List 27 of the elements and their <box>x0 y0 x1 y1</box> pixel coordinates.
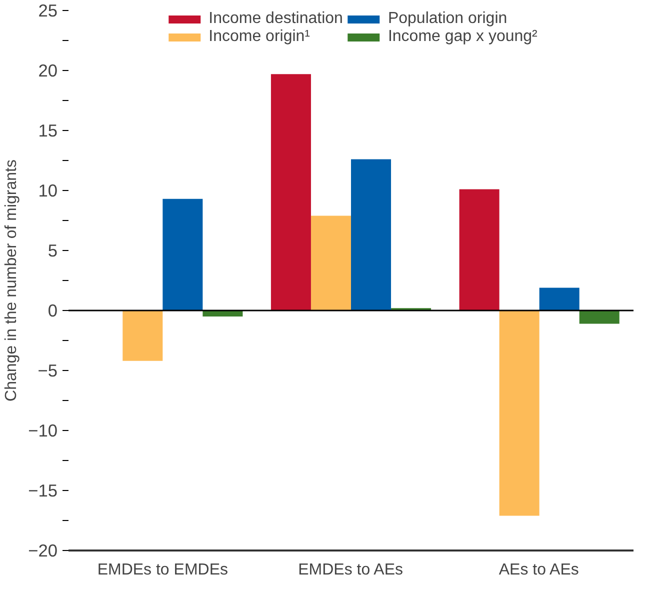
bar <box>122 310 163 361</box>
y-axis-title: Change in the number of migrants <box>3 160 20 402</box>
legend-label: Income origin¹ <box>208 28 310 46</box>
bar <box>162 198 203 310</box>
y-tick-label: −20 <box>28 540 58 560</box>
bar <box>499 310 540 516</box>
legend-label: Income destination <box>208 10 343 28</box>
y-tick-label: 25 <box>38 0 58 20</box>
bar <box>270 74 311 310</box>
y-tick-label: 20 <box>38 60 58 80</box>
x-tick-label: EMDEs to EMDEs <box>97 562 228 578</box>
y-tick-label: −15 <box>28 480 58 500</box>
y-tick-label: 10 <box>38 180 58 200</box>
bar <box>539 288 580 310</box>
y-tick-label: 5 <box>48 240 58 260</box>
bar <box>310 216 351 310</box>
bar <box>579 310 620 324</box>
x-tick-label: AEs to AEs <box>498 562 579 578</box>
y-tick-label: −10 <box>28 420 58 440</box>
bar <box>459 189 500 310</box>
legend-label: Population origin <box>388 10 508 28</box>
legend-label: Income gap x young² <box>388 28 538 46</box>
y-tick-label: 0 <box>48 300 58 320</box>
bar <box>351 159 392 310</box>
x-tick-label: EMDEs to AEs <box>298 562 404 578</box>
y-tick-label: −5 <box>38 360 58 380</box>
y-tick-label: 15 <box>38 120 58 140</box>
